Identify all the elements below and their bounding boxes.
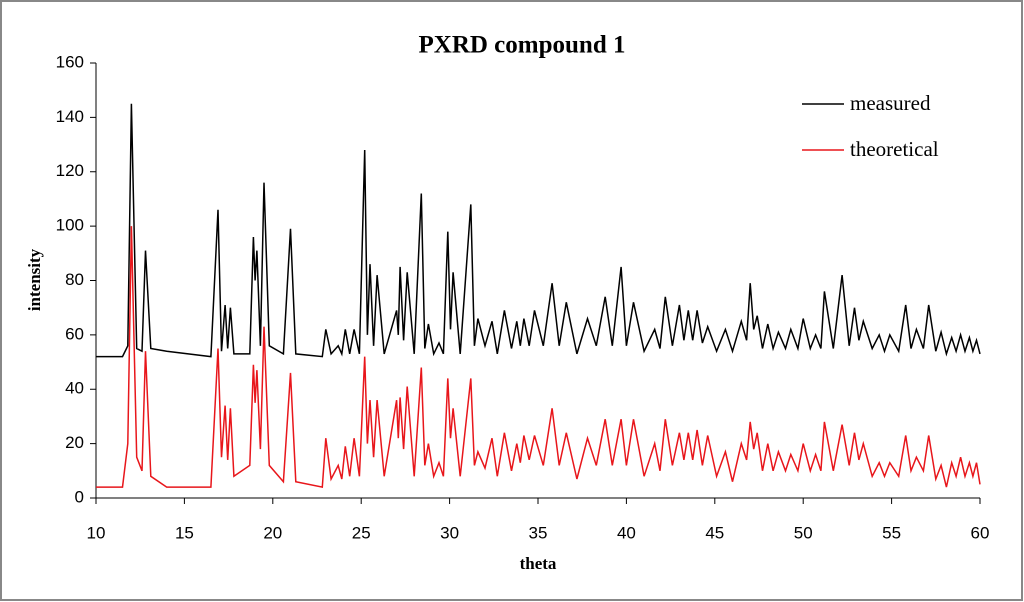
y-tick-label: 60 [65,324,84,343]
y-tick-label: 100 [56,216,84,235]
x-tick-label: 25 [352,523,371,542]
x-tick-label: 60 [971,523,990,542]
legend-label: measured [850,91,931,115]
y-tick-label: 40 [65,379,84,398]
data-line [96,226,981,489]
x-tick-label: 10 [87,523,106,542]
chart-title: PXRD compound 1 [419,32,626,59]
y-axis-label: intensity [25,248,44,311]
x-axis-label: theta [520,554,557,573]
x-tick-label: 15 [175,523,194,542]
x-tick-label: 20 [263,523,282,542]
x-tick-label: 30 [440,523,459,542]
x-tick-label: 45 [705,523,724,542]
y-tick-label: 140 [56,107,84,126]
x-tick-label: 40 [617,523,636,542]
y-tick-label: 0 [75,487,84,506]
x-tick-label: 55 [882,523,901,542]
y-tick-label: 80 [65,270,84,289]
y-tick-label: 160 [56,52,84,71]
y-tick-label: 120 [56,161,84,180]
x-tick-label: 50 [794,523,813,542]
x-tick-label: 35 [529,523,548,542]
y-tick-label: 20 [65,433,84,452]
data-line [96,103,981,358]
legend-label: theoretical [850,137,939,161]
